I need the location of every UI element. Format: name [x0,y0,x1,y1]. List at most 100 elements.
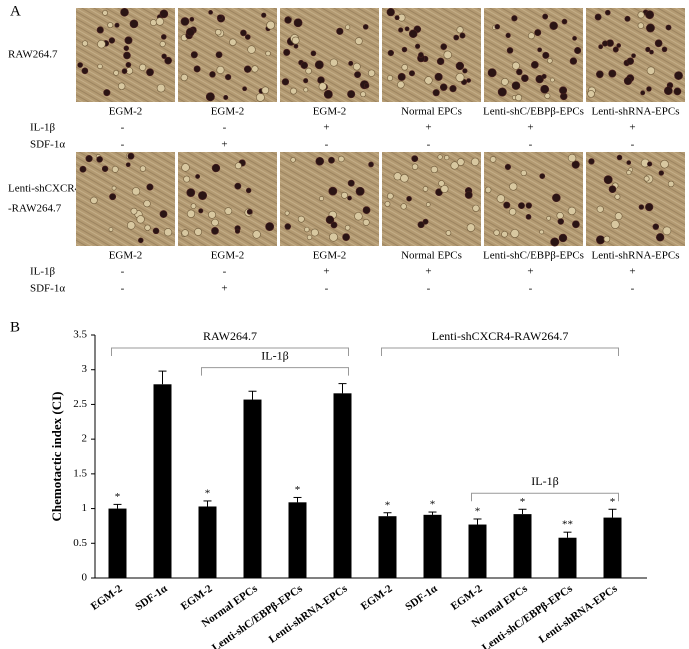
cell [347,195,352,201]
micrograph-bg [382,152,481,246]
cell [367,69,376,77]
cell [208,210,217,219]
cell [605,9,611,16]
cell [224,207,233,215]
cell [509,182,518,191]
cell [77,62,83,68]
significance: * [115,491,121,503]
cell [647,161,653,167]
panel-label: A [10,3,21,19]
treatment-sign: - [121,122,125,134]
micrograph [586,8,685,102]
cell [440,43,448,51]
cell [489,156,497,163]
cell [159,210,168,218]
cell [146,68,154,77]
cell [319,196,324,201]
medium-label: EGM-2 [313,106,347,118]
x-tick-label: Lenti-shRNA-EPCs [537,582,621,646]
cell [472,204,480,212]
cell [234,228,241,234]
cell [354,212,363,221]
cell [363,83,370,89]
x-tick-label: Lenti-shRNA-EPCs [267,582,351,646]
cell [225,74,232,81]
cell [265,222,275,231]
cell [185,27,195,37]
cell [342,233,350,241]
cell [96,156,103,163]
cell [243,65,252,73]
cell [189,16,195,22]
cell [242,86,247,92]
cell [336,27,344,35]
medium-label: Normal EPCs [401,106,462,118]
cell [304,226,310,233]
cell [408,70,415,77]
cell [108,227,114,232]
cell [181,229,189,237]
treatment-sign: + [323,122,329,134]
cell [252,230,261,239]
treatment-sign: + [527,266,533,278]
cell [569,57,578,65]
treatment-label: IL-1β [30,266,56,278]
cell [624,15,631,22]
cell [144,224,151,231]
cell [400,203,407,210]
cell [362,218,370,226]
cell [290,87,297,95]
y-tick-label: 0 [82,572,88,584]
cell [150,19,157,26]
cell [139,63,147,71]
cell [368,161,374,168]
row-label: Lenti-shCXCR4 [8,183,81,195]
cell [317,76,325,84]
cell [329,232,338,242]
cell [439,83,448,91]
cell [660,159,669,169]
cell [266,20,276,30]
cell [456,26,464,34]
cell [616,43,622,48]
cell [186,188,196,197]
cell [198,191,208,201]
cell [338,155,345,163]
cell [508,208,517,216]
cell [612,46,619,53]
cell [305,67,312,75]
medium-label: EGM-2 [109,250,143,262]
treatment-sign: + [323,266,329,278]
treatment-sign: - [529,139,533,151]
cell [125,61,132,68]
cell [102,10,108,16]
treatment-sign: - [325,139,329,151]
significance: * [520,496,526,508]
cell [661,46,668,53]
cell [111,165,119,173]
cell [567,153,577,163]
cell [245,187,252,194]
treatment-sign: + [629,266,635,278]
cell [667,180,675,188]
cell [101,165,109,172]
cell [596,205,604,213]
cell [598,44,604,50]
treatment-sign: - [427,139,431,151]
cell [572,220,580,229]
cell [518,202,525,210]
micrograph-bg [280,152,379,246]
cell [318,82,327,91]
cell [181,163,190,172]
micrograph [178,152,277,246]
cell [198,208,204,214]
cell [466,78,471,83]
cell [511,81,521,90]
bar [243,399,262,578]
cell [623,76,633,86]
cell [159,9,169,19]
cell [103,89,111,97]
cell [430,165,438,174]
cell [626,170,632,176]
cell [645,46,651,53]
